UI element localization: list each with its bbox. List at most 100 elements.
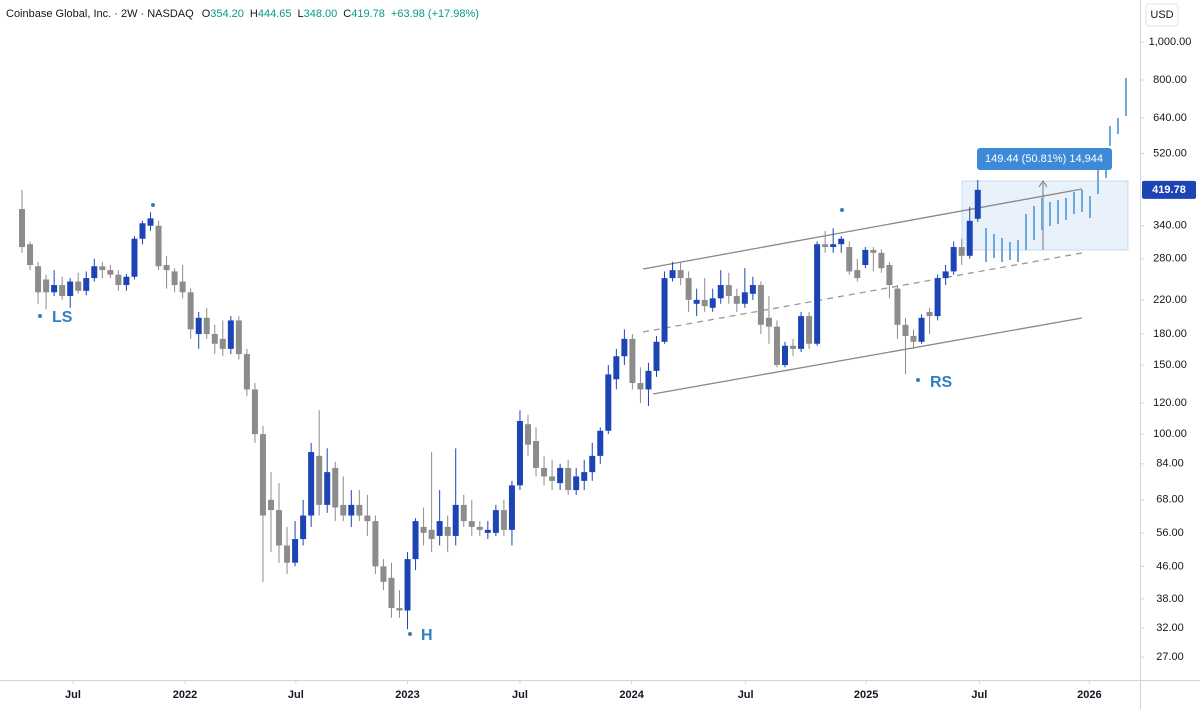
candle-body [292,539,299,563]
candle-body [741,292,748,304]
candle-body [958,247,965,256]
candle-body [541,467,548,477]
channel-upper [642,188,1083,270]
y-tick-label: 100.00 [1153,428,1187,440]
ohlc-value: 354.20 [210,8,244,20]
candle-body [950,247,957,272]
candle-body [822,244,829,248]
candle-body [332,467,339,508]
currency-box[interactable] [1145,3,1179,27]
measure-label-box [977,148,1112,170]
candle-body [613,356,620,380]
candle-body [364,515,371,522]
candle-body [284,545,291,563]
annotation: LS [52,309,73,326]
y-tick-label: 340.00 [1153,220,1187,232]
candle-body [67,281,74,297]
candle-body [557,467,564,484]
candle-body [492,510,499,533]
candle-body [452,504,459,536]
x-tick-label: Jul [971,689,987,701]
candle-body [388,577,395,609]
candle-body [942,271,949,279]
candle-body [549,476,556,481]
x-tick-label: Jul [738,689,754,701]
pivot-dot [151,203,155,207]
y-tick-label: 1,000.00 [1149,36,1192,48]
ohlc-key: C [343,8,351,20]
candle-body [484,529,491,533]
candle-body [918,317,925,342]
currency: USD [1150,9,1173,21]
candle-body [637,383,644,390]
candle-body [195,317,202,335]
ohlc-value: 348.00 [304,8,338,20]
candle-body [171,271,178,286]
candle-body [412,521,419,560]
measure-box [961,180,1129,251]
y-tick-label: 46.00 [1156,560,1184,572]
pivot-dot [38,314,42,318]
candle-body [894,288,901,325]
ohlc-key: O [202,8,211,20]
annotation: RS [930,374,953,391]
candle-body [316,455,323,505]
candle-body [870,249,877,253]
candle-body [782,345,789,366]
candle-body [235,320,242,355]
candle-body [372,521,379,567]
candle-body [107,270,114,275]
candle-body [878,252,885,269]
candle-body [59,285,66,297]
y-tick-label: 38.00 [1156,593,1184,605]
y-tick-label: 180.00 [1153,328,1187,340]
ohlc-value: +63.98 (+17.98%) [391,8,479,20]
annotation: H [421,627,433,644]
candle-body [629,338,636,384]
symbol-title: Coinbase Global, Inc. · 2W · NASDAQ [6,8,194,20]
candle-body [693,299,700,304]
candle-body [926,311,933,317]
pivot-dot [408,632,412,636]
candle-body [227,320,234,349]
candle-body [380,566,387,582]
last-price-label: 419.78 [1152,184,1186,196]
ohlc-value: 444.65 [258,8,292,20]
ohlc-key: H [250,8,258,20]
candle-body [500,510,507,530]
candle-body [798,316,805,349]
candle-body [974,189,981,219]
candle-body [773,326,780,366]
candle-body [147,218,154,226]
candle-body [123,276,130,286]
ohlc-key: L [298,8,304,20]
candle-body [219,338,226,349]
candle-body [508,485,515,530]
candle-body [115,274,122,286]
candle-body [99,266,106,271]
candle-body [846,247,853,272]
candle-body [597,430,604,456]
candle-body [211,334,218,344]
candle-body [356,504,363,516]
x-tick-label: Jul [288,689,304,701]
candle-body [830,244,837,248]
candle-body [589,455,596,473]
pivot-dot [916,378,920,382]
last-price-tag [1142,180,1196,199]
candle-body [701,299,708,307]
y-tick-label: 32.00 [1156,622,1184,634]
candle-body [621,338,628,357]
candle-body [533,441,540,468]
candle-body [131,238,138,277]
candle-body [476,526,483,530]
candle-body [155,225,162,267]
drawings: 149.44 (50.81%) 14,944 LS H RS [38,78,1129,644]
candle-body [902,324,909,336]
candle-body [765,317,772,327]
candle-body [91,266,98,279]
x-tick-label: 2026 [1077,689,1101,701]
y-tick-label: 120.00 [1153,397,1187,409]
candle-body [886,264,893,286]
